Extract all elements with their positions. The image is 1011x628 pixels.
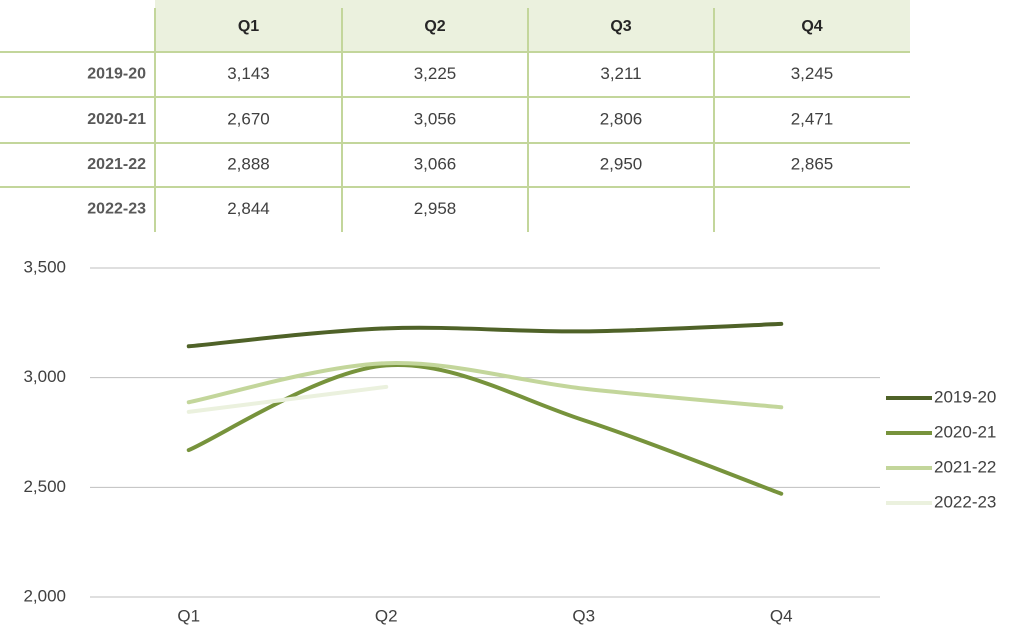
y-tick-label: 3,000 [23,367,66,386]
x-tick-label: Q2 [375,606,398,625]
legend-label: 2022-23 [934,492,996,511]
table-header-bg [155,0,910,52]
table-cell: 3,225 [414,64,457,83]
table-cell: 3,211 [600,64,641,83]
table-header: Q3 [610,18,631,35]
table-header: Q2 [424,18,445,35]
table-row-label: 2021-22 [87,156,146,173]
series-line [186,361,784,410]
legend-label: 2020-21 [934,422,996,441]
table-cell: 2,806 [600,109,643,128]
table-cell: 2,950 [600,154,643,173]
table-cell: 2,865 [791,154,834,173]
table-cell: 3,056 [414,109,457,128]
y-tick-label: 2,000 [23,586,66,605]
x-tick-label: Q4 [770,606,793,625]
y-tick-label: 2,500 [23,477,66,496]
table-cell: 3,245 [791,64,834,83]
table-row-label: 2022-23 [87,201,146,218]
table-row-label: 2019-20 [87,66,146,83]
series-line [186,321,784,349]
table-row-label: 2020-21 [87,111,146,128]
legend-label: 2021-22 [934,457,996,476]
table-cell: 2,958 [414,199,457,218]
legend-label: 2019-20 [934,387,996,406]
table-cell: 3,066 [414,154,457,173]
x-tick-label: Q3 [572,606,595,625]
y-tick-label: 3,500 [23,257,66,276]
table-header: Q1 [238,18,259,35]
table-cell: 2,844 [227,199,270,218]
table-cell: 2,888 [227,154,270,173]
table-cell: 2,471 [791,109,834,128]
table-header: Q4 [801,18,822,35]
series-line [186,362,784,496]
x-tick-label: Q1 [177,606,200,625]
table-cell: 3,143 [227,64,270,83]
table-cell: 2,670 [227,109,270,128]
series-line [186,384,389,414]
